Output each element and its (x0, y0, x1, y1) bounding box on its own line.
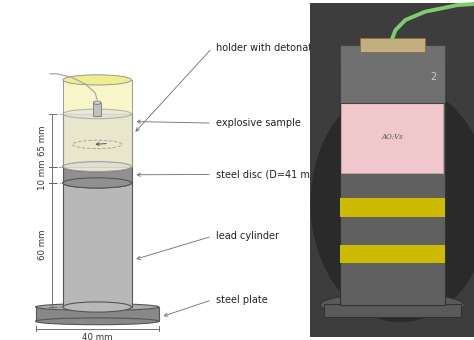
Bar (340, 198, 445, 217)
Bar (341, 103, 443, 173)
Bar (63, 114, 131, 167)
Bar (360, 38, 425, 52)
Ellipse shape (63, 75, 131, 85)
Bar (340, 45, 445, 103)
Text: lead cylinder: lead cylinder (216, 231, 279, 241)
Ellipse shape (63, 162, 131, 172)
Text: 10 mm: 10 mm (38, 159, 47, 190)
Bar (93, 103, 101, 116)
Text: steel plate: steel plate (216, 295, 267, 305)
Bar (310, 3, 474, 337)
Text: 65 mm: 65 mm (38, 125, 47, 155)
Ellipse shape (63, 178, 131, 188)
Bar (63, 183, 131, 307)
Text: 60 mm: 60 mm (38, 230, 47, 260)
Text: 40 mm: 40 mm (82, 333, 112, 340)
Text: steel disc (D=41 mm): steel disc (D=41 mm) (216, 169, 323, 180)
Bar (340, 63, 445, 305)
Ellipse shape (36, 318, 159, 325)
Text: holder with detonator: holder with detonator (216, 43, 322, 53)
Text: explosive sample: explosive sample (216, 118, 301, 128)
Ellipse shape (63, 109, 131, 119)
Ellipse shape (63, 162, 131, 172)
Bar (36, 307, 159, 321)
Text: AO:Vs: AO:Vs (382, 133, 403, 141)
Ellipse shape (63, 302, 131, 312)
Ellipse shape (320, 293, 464, 317)
Ellipse shape (63, 178, 131, 188)
Bar (63, 80, 131, 167)
Bar (63, 167, 131, 183)
Ellipse shape (93, 101, 101, 104)
Bar (324, 304, 461, 317)
Text: 2: 2 (430, 72, 436, 82)
Ellipse shape (63, 162, 131, 171)
Ellipse shape (36, 304, 159, 310)
Ellipse shape (310, 84, 474, 322)
Bar (340, 245, 445, 263)
